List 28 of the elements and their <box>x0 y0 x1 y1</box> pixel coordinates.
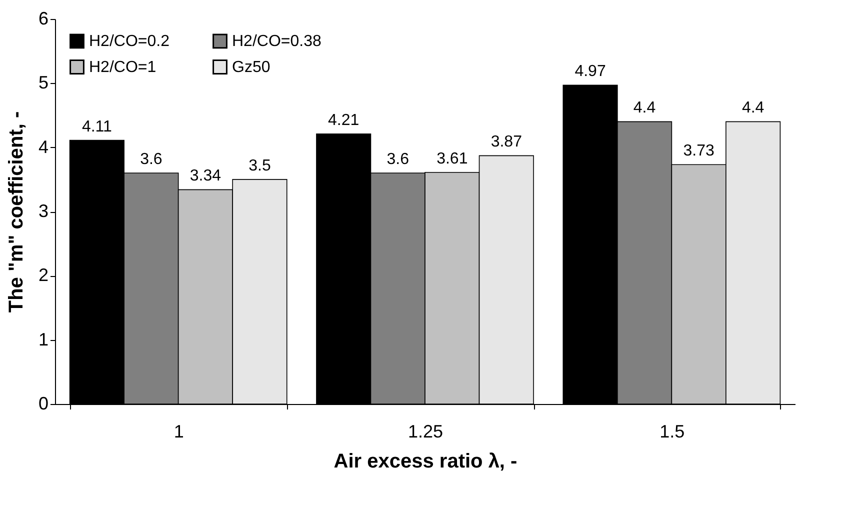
y-tick-label: 5 <box>38 72 48 93</box>
y-tick-label: 1 <box>38 329 48 350</box>
data-label: 4.97 <box>574 63 606 80</box>
legend-label: H2/CO=0.38 <box>232 33 322 50</box>
data-label: 4.4 <box>742 100 764 117</box>
data-label: 3.6 <box>386 151 410 168</box>
data-label: 4.21 <box>328 112 360 129</box>
y-tick-label: 0 <box>38 394 48 414</box>
data-label: 3.34 <box>190 168 222 185</box>
data-label: 3.87 <box>490 134 522 151</box>
legend-label: H2/CO=1 <box>89 59 156 76</box>
y-tick-label: 3 <box>38 201 48 221</box>
x-tick-label: 1 <box>174 422 184 442</box>
data-label: 3.5 <box>248 157 271 174</box>
x-tick-label: 1.25 <box>408 422 444 442</box>
legend-label: H2/CO=0.2 <box>89 33 170 50</box>
data-label: 3.6 <box>140 151 162 168</box>
y-axis-title: The "m" coefficient, - <box>5 111 28 313</box>
x-axis-title: Air excess ratio λ, - <box>334 450 518 472</box>
y-tick-label: 6 <box>38 8 48 28</box>
data-label: 4.11 <box>82 118 112 136</box>
y-tick-label: 4 <box>38 136 48 157</box>
data-label: 4.4 <box>633 100 656 117</box>
y-tick-label: 2 <box>38 265 48 286</box>
data-label: 3.61 <box>436 150 468 168</box>
data-label: 3.73 <box>683 142 714 160</box>
x-tick-label: 1.5 <box>660 422 685 442</box>
legend-label: Gz50 <box>232 59 270 76</box>
